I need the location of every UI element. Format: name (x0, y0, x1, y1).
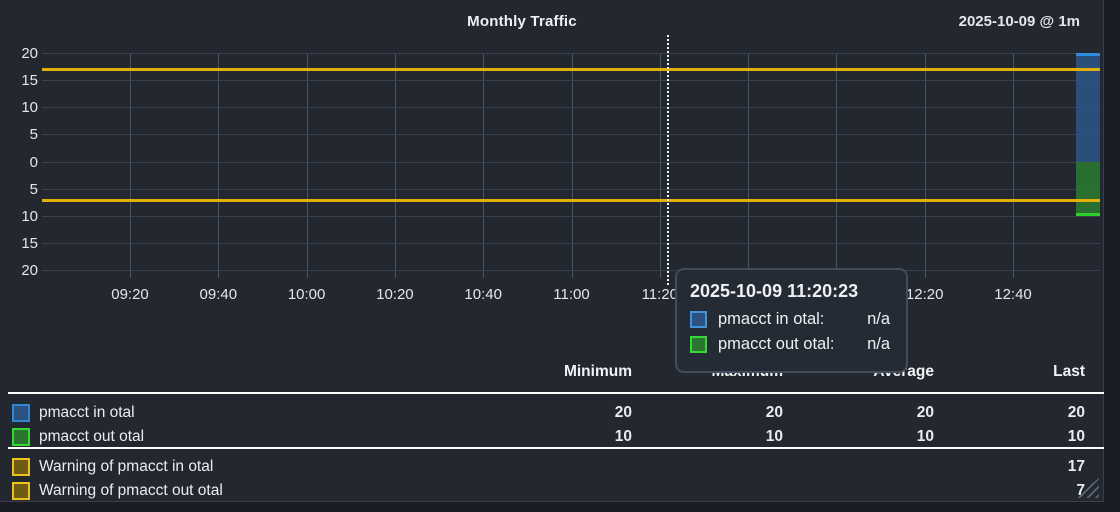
tooltip-row-out: pmacct out otal: n/a (690, 332, 890, 357)
horizontal-gridline (42, 107, 1100, 109)
crosshair-line (667, 35, 669, 285)
x-axis-tick-label: 09:40 (199, 286, 238, 303)
x-axis-tick-label: 09:20 (111, 286, 149, 303)
vertical-gridline (659, 53, 661, 278)
tooltip-series-value: n/a (867, 310, 890, 328)
series-color-swatch-out (12, 428, 30, 446)
chart-area[interactable]: 09:2009:4010:0010:2010:4011:0011:2011:40… (0, 0, 1104, 310)
warning-threshold-line-out (42, 198, 1100, 202)
y-axis-tick-label: 20 (21, 262, 38, 279)
chart-hover-tooltip: 2025-10-09 11:20:23 pmacct in otal: n/a … (675, 268, 908, 373)
warning-color-swatch-in (12, 458, 30, 476)
x-axis-tick-label: 10:00 (287, 286, 326, 303)
legend-last-value: 10 (1067, 428, 1085, 445)
horizontal-gridline (42, 270, 1100, 271)
vertical-gridline (394, 53, 396, 278)
vertical-gridline (571, 53, 573, 278)
traffic-bar-out (1076, 162, 1100, 213)
legend-last-value: 20 (1067, 404, 1085, 421)
y-axis-tick-label: 20 (21, 45, 38, 62)
vertical-gridline (924, 53, 926, 278)
tooltip-series-value: n/a (867, 335, 890, 353)
warning-threshold-line-in (42, 68, 1100, 72)
x-axis-tick-label: 11:00 (553, 286, 590, 303)
horizontal-gridline (42, 215, 1100, 217)
legend-min-value: 10 (614, 428, 632, 445)
horizontal-gridline (42, 242, 1100, 244)
legend-separator-bottom (8, 447, 1104, 449)
legend-row-warning-in[interactable]: Warning of pmacct in otal 17 (0, 455, 1104, 479)
horizontal-gridline (42, 161, 1100, 163)
graph-panel: Monthly Traffic 2025-10-09 @ 1m 09:20 09:… (0, 0, 1104, 502)
tooltip-row-in: pmacct in otal: n/a (690, 307, 890, 332)
legend-last-value: 7 (1076, 482, 1085, 499)
legend-series-label: Warning of pmacct out otal (39, 482, 223, 499)
tooltip-swatch-out-icon (690, 336, 707, 353)
vertical-gridline (306, 53, 308, 278)
legend-min-value: 20 (614, 404, 632, 421)
x-axis-tick-label: 12:20 (905, 286, 944, 303)
series-color-swatch-in (12, 404, 30, 422)
column-header-minimum: Minimum (563, 363, 632, 380)
legend-row-pmacct-in[interactable]: pmacct in otal 20 20 20 20 (0, 401, 1104, 425)
vertical-gridline (218, 53, 220, 278)
y-axis-tick-label: 15 (21, 234, 38, 252)
legend-row-pmacct-out[interactable]: pmacct out otal 10 10 10 10 (0, 425, 1104, 449)
legend-series-label: pmacct out otal (39, 428, 145, 445)
column-header-last: Last (1053, 363, 1085, 380)
legend-max-value: 20 (765, 404, 783, 421)
y-axis-tick-label: 10 (21, 207, 38, 225)
y-axis-tick-label: 10 (21, 99, 38, 117)
legend-row-warning-out[interactable]: Warning of pmacct out otal 7 (0, 479, 1104, 503)
legend-max-value: 10 (765, 428, 783, 445)
tooltip-timestamp: 2025-10-09 11:20:23 (690, 281, 859, 301)
tooltip-series-label: pmacct in otal: (718, 310, 825, 328)
y-axis-tick-label: 0 (29, 153, 38, 171)
vertical-gridline (483, 53, 485, 278)
horizontal-gridline (42, 188, 1100, 190)
legend-series-label: pmacct in otal (39, 404, 135, 421)
vertical-gridline (130, 53, 131, 278)
legend-header-row: Minimum Maximum Average Last (0, 360, 1104, 384)
vertical-gridline (748, 53, 750, 278)
tooltip-swatch-in-icon (690, 311, 707, 328)
y-axis-tick-label: 5 (29, 126, 38, 144)
horizontal-gridline (42, 134, 1100, 136)
traffic-bar-in-edge (1076, 53, 1100, 56)
legend-last-value: 17 (1067, 458, 1085, 475)
x-axis-tick-label: 10:40 (464, 286, 502, 303)
vertical-gridline (1013, 53, 1014, 278)
horizontal-gridline (42, 53, 1100, 54)
y-axis-tick-label: 15 (21, 72, 38, 90)
graph-title: Monthly Traffic (467, 13, 577, 30)
legend-separator-top (8, 392, 1104, 394)
x-axis-tick-label: 12:40 (994, 286, 1032, 303)
legend-series-label: Warning of pmacct in otal (39, 458, 214, 475)
traffic-bar-in (1076, 56, 1100, 162)
legend-avg-value: 20 (916, 404, 934, 421)
x-axis-tick-label: 10:20 (376, 286, 414, 303)
y-axis-tick-label: 5 (29, 180, 38, 198)
traffic-bar-out-edge (1076, 213, 1100, 216)
horizontal-gridline (42, 80, 1100, 82)
tooltip-series-label: pmacct out otal: (718, 335, 835, 353)
vertical-gridline (836, 53, 838, 278)
x-axis-tick-label: 11:20 (641, 286, 679, 303)
graph-date-range: 2025-10-09 @ 1m (958, 13, 1080, 30)
warning-color-swatch-out (12, 482, 30, 500)
legend-avg-value: 10 (916, 428, 934, 445)
